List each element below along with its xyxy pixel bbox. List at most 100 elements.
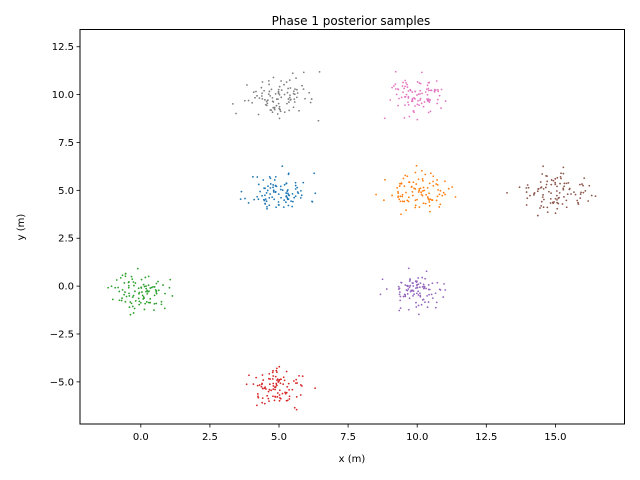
scatter-point — [292, 106, 295, 109]
scatter-point — [274, 191, 277, 194]
scatter-point — [398, 291, 401, 293]
scatter-point — [274, 395, 276, 398]
scatter-point — [275, 382, 278, 385]
scatter-point — [267, 390, 270, 393]
scatter-point — [164, 292, 166, 295]
scatter-point — [403, 95, 406, 98]
scatter-point — [314, 387, 317, 390]
scatter-point — [155, 292, 158, 295]
scatter-point — [542, 165, 545, 168]
scatter-point — [546, 211, 549, 214]
scatter-point — [428, 192, 430, 195]
scatter-point — [140, 278, 143, 281]
scatter-point — [412, 181, 415, 184]
scatter-point — [127, 286, 130, 289]
scatter-point — [132, 281, 135, 283]
scatter-point — [412, 290, 415, 292]
scatter-point — [406, 284, 408, 287]
scatter-point — [261, 97, 264, 100]
scatter-point — [419, 89, 422, 92]
scatter-point — [275, 104, 278, 107]
scatter-point — [275, 369, 278, 372]
scatter-point — [255, 90, 257, 93]
scatter-point — [587, 200, 590, 202]
scatter-point — [111, 298, 114, 301]
scatter-point — [144, 276, 147, 279]
scatter-point — [419, 292, 421, 295]
scatter-point — [419, 99, 421, 102]
scatter-point — [420, 169, 423, 172]
scatter-point — [417, 304, 420, 307]
scatter-point — [429, 172, 432, 175]
scatter-point — [411, 190, 414, 193]
scatter-point — [278, 394, 281, 396]
scatter-point — [131, 305, 134, 308]
scatter-point — [265, 200, 268, 203]
scatter-point — [247, 99, 250, 102]
scatter-point — [399, 307, 402, 310]
scatter-point — [384, 178, 386, 181]
scatter-point — [545, 175, 547, 177]
scatter-point — [265, 192, 268, 194]
scatter-point — [275, 185, 278, 188]
scatter-point — [407, 308, 410, 311]
scatter-point — [415, 281, 418, 284]
scatter-point — [277, 88, 280, 91]
scatter-point — [119, 277, 122, 279]
scatter-point — [266, 207, 268, 210]
scatter-point — [285, 370, 288, 373]
scatter-point — [407, 288, 410, 290]
scatter-point — [276, 396, 279, 398]
scatter-point — [406, 293, 409, 295]
scatter-point — [436, 179, 439, 181]
scatter-point — [429, 89, 432, 92]
scatter-point — [279, 382, 282, 385]
scatter-point — [295, 96, 298, 99]
scatter-point — [269, 109, 272, 111]
y-tick-label: 0.0 — [58, 282, 74, 293]
scatter-point — [133, 284, 135, 287]
scatter-point — [417, 178, 420, 181]
scatter-point — [248, 374, 250, 377]
x-tick-label: 15.0 — [544, 432, 566, 443]
scatter-point — [295, 408, 298, 411]
scatter-point — [272, 184, 275, 186]
scatter-point — [435, 199, 438, 202]
scatter-point — [147, 275, 150, 278]
scatter-point — [409, 278, 411, 280]
scatter-point — [299, 394, 302, 396]
scatter-point — [422, 105, 425, 108]
scatter-point — [271, 111, 274, 114]
scatter-point — [541, 173, 544, 175]
scatter-point — [257, 396, 260, 399]
scatter-point — [432, 180, 434, 183]
scatter-point — [405, 82, 407, 84]
scatter-point — [252, 383, 255, 386]
scatter-point — [420, 102, 423, 105]
scatter-point — [155, 282, 158, 285]
scatter-point — [279, 188, 282, 191]
scatter-point — [269, 187, 272, 189]
scatter-point — [142, 295, 145, 298]
scatter-point — [117, 286, 120, 289]
x-tick-label: 10.0 — [406, 432, 428, 443]
scatter-point — [296, 191, 299, 193]
scatter-point — [272, 385, 275, 387]
y-tick-label: 7.5 — [58, 138, 74, 149]
x-tick-label: 5.0 — [271, 432, 287, 443]
scatter-point — [294, 88, 296, 90]
scatter-point — [416, 198, 418, 201]
scatter-point — [442, 191, 445, 194]
scatter-point — [424, 202, 427, 205]
scatter-point — [154, 288, 157, 291]
scatter-point — [298, 374, 300, 377]
scatter-point — [266, 99, 269, 102]
scatter-point — [405, 209, 407, 211]
scatter-point — [274, 176, 277, 178]
scatter-point — [394, 70, 397, 73]
scatter-point — [428, 81, 431, 84]
scatter-point — [548, 190, 550, 193]
scatter-point — [283, 93, 286, 96]
scatter-point — [244, 197, 246, 200]
